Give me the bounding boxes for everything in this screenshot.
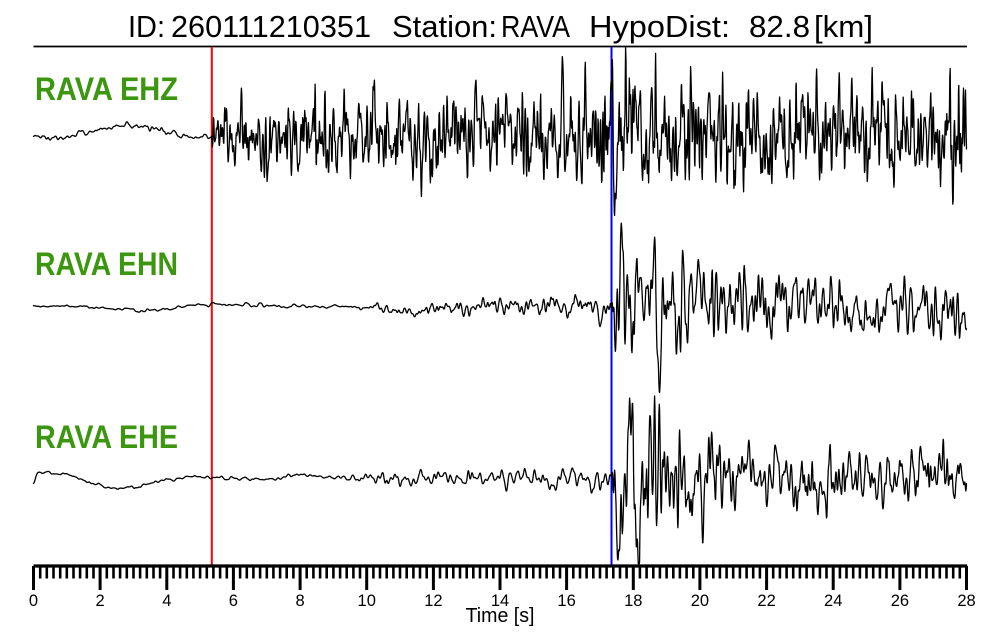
svg-text:18: 18 <box>624 592 642 610</box>
svg-text:260111210351: 260111210351 <box>171 9 371 44</box>
svg-text:ID:: ID: <box>128 9 165 44</box>
svg-text:RAVA EHN: RAVA EHN <box>35 246 178 282</box>
svg-text:82.8: 82.8 <box>749 9 810 44</box>
svg-text:RAVA EHZ: RAVA EHZ <box>35 71 178 107</box>
svg-text:16: 16 <box>557 592 575 610</box>
svg-text:26: 26 <box>891 592 909 610</box>
svg-text:10: 10 <box>358 592 376 610</box>
svg-text:14: 14 <box>491 592 509 610</box>
svg-text:8: 8 <box>296 592 305 610</box>
svg-text:2: 2 <box>96 592 105 610</box>
svg-text:12: 12 <box>424 592 442 610</box>
svg-text:Station:: Station: <box>392 9 497 44</box>
svg-text:4: 4 <box>162 592 171 610</box>
svg-text:Time [s]: Time [s] <box>466 605 535 627</box>
svg-text:20: 20 <box>691 592 709 610</box>
svg-text:HypoDist:: HypoDist: <box>589 9 730 44</box>
svg-text:22: 22 <box>757 592 775 610</box>
svg-text:6: 6 <box>229 592 238 610</box>
svg-text:[km]: [km] <box>814 9 873 44</box>
svg-text:28: 28 <box>957 592 975 610</box>
svg-text:24: 24 <box>824 592 842 610</box>
svg-text:RAVA EHE: RAVA EHE <box>35 419 178 455</box>
svg-text:0: 0 <box>29 592 38 610</box>
svg-text:RAVA: RAVA <box>501 9 570 44</box>
